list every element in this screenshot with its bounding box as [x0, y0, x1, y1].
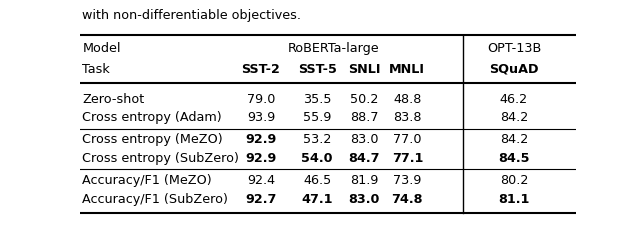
Text: 81.1: 81.1	[499, 193, 530, 206]
Text: 55.9: 55.9	[303, 111, 332, 124]
Text: 92.4: 92.4	[247, 174, 275, 187]
Text: 83.0: 83.0	[349, 193, 380, 206]
Text: Zero-shot: Zero-shot	[83, 93, 145, 106]
Text: 74.8: 74.8	[392, 193, 423, 206]
Text: 53.2: 53.2	[303, 133, 332, 146]
Text: 48.8: 48.8	[393, 93, 422, 106]
Text: with non-differentiable objectives.: with non-differentiable objectives.	[83, 10, 301, 22]
Text: Model: Model	[83, 42, 121, 55]
Text: 73.9: 73.9	[393, 174, 422, 187]
Text: SQuAD: SQuAD	[489, 62, 539, 76]
Text: Accuracy/F1 (MeZO): Accuracy/F1 (MeZO)	[83, 174, 212, 187]
Text: Cross entropy (Adam): Cross entropy (Adam)	[83, 111, 222, 124]
Text: 79.0: 79.0	[247, 93, 275, 106]
Text: 35.5: 35.5	[303, 93, 332, 106]
Text: 84.2: 84.2	[500, 111, 528, 124]
Text: Task: Task	[83, 62, 110, 76]
Text: 92.9: 92.9	[245, 152, 276, 165]
Text: 47.1: 47.1	[301, 193, 333, 206]
Text: SNLI: SNLI	[348, 62, 380, 76]
Text: 46.2: 46.2	[500, 93, 528, 106]
Text: 92.9: 92.9	[245, 133, 276, 146]
Text: 50.2: 50.2	[350, 93, 378, 106]
Text: OPT-13B: OPT-13B	[487, 42, 541, 55]
Text: 81.9: 81.9	[350, 174, 378, 187]
Text: 80.2: 80.2	[500, 174, 528, 187]
Text: 88.7: 88.7	[350, 111, 378, 124]
Text: Cross entropy (MeZO): Cross entropy (MeZO)	[83, 133, 223, 146]
Text: 84.7: 84.7	[348, 152, 380, 165]
Text: SST-2: SST-2	[242, 62, 280, 76]
Text: RoBERTa-large: RoBERTa-large	[288, 42, 380, 55]
Text: 54.0: 54.0	[301, 152, 333, 165]
Text: MNLI: MNLI	[389, 62, 426, 76]
Text: 77.1: 77.1	[392, 152, 423, 165]
Text: 84.5: 84.5	[499, 152, 530, 165]
Text: 93.9: 93.9	[247, 111, 275, 124]
Text: Cross entropy (SubZero): Cross entropy (SubZero)	[83, 152, 239, 165]
Text: SST-5: SST-5	[298, 62, 337, 76]
Text: 84.2: 84.2	[500, 133, 528, 146]
Text: 83.0: 83.0	[350, 133, 378, 146]
Text: 92.7: 92.7	[245, 193, 276, 206]
Text: 83.8: 83.8	[393, 111, 422, 124]
Text: 77.0: 77.0	[393, 133, 422, 146]
Text: 46.5: 46.5	[303, 174, 332, 187]
Text: Accuracy/F1 (SubZero): Accuracy/F1 (SubZero)	[83, 193, 228, 206]
